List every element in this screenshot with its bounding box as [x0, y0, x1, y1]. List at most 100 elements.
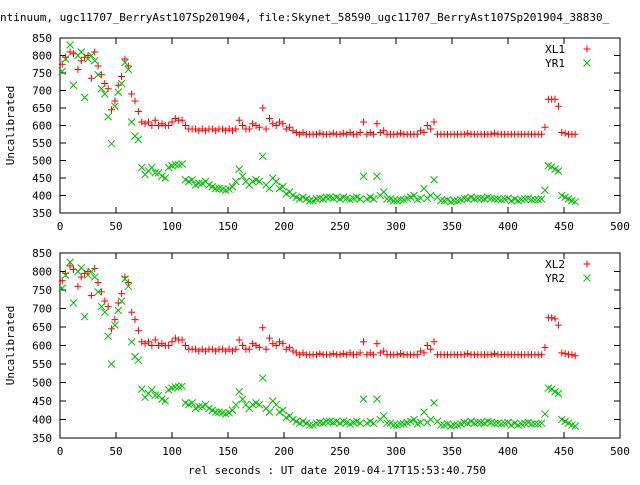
data-point	[379, 411, 388, 420]
data-point-stroke	[80, 312, 89, 321]
x-tick-label: 100	[162, 445, 182, 458]
data-point	[393, 351, 401, 359]
data-point-stroke	[561, 193, 569, 202]
data-point	[235, 165, 244, 174]
data-point	[561, 350, 569, 358]
data-point	[212, 127, 220, 135]
data-point	[117, 297, 126, 305]
data-point-stroke	[551, 387, 559, 396]
data-point	[363, 130, 371, 138]
data-point	[548, 314, 556, 322]
data-point	[107, 360, 116, 368]
data-point-stroke	[218, 185, 227, 194]
data-point-stroke	[289, 191, 297, 200]
data-point	[417, 347, 425, 355]
data-point-stroke	[161, 397, 170, 405]
data-point-stroke	[416, 418, 425, 427]
data-point	[124, 279, 132, 287]
data-point	[77, 48, 86, 56]
x-tick-label: 300	[386, 220, 406, 233]
data-point	[450, 196, 459, 205]
data-point-stroke	[322, 193, 331, 202]
data-point	[228, 347, 236, 355]
x-tick-label: 0	[57, 220, 64, 233]
data-point	[370, 351, 378, 359]
data-point-stroke	[436, 421, 445, 429]
data-point	[195, 347, 203, 355]
data-point-stroke	[265, 184, 274, 193]
data-point-stroke	[178, 382, 186, 391]
data-point	[396, 129, 404, 137]
x-tick-label: 50	[109, 220, 122, 233]
data-point	[551, 95, 559, 103]
data-point	[239, 122, 247, 129]
data-point	[111, 316, 119, 324]
data-point	[312, 130, 320, 138]
data-point	[61, 271, 70, 280]
data-point	[336, 130, 344, 138]
series-XL2	[58, 262, 579, 360]
data-point-stroke	[426, 191, 435, 200]
data-point-stroke	[215, 408, 223, 416]
y-axis-label: Uncalibrated	[4, 306, 17, 385]
data-point-stroke	[420, 184, 428, 193]
data-point	[107, 139, 116, 148]
data-point	[561, 129, 569, 137]
series-YR1	[58, 41, 580, 206]
data-point-stroke	[151, 391, 160, 400]
data-point-stroke	[171, 160, 180, 169]
data-point-stroke	[58, 284, 67, 293]
data-point	[151, 168, 160, 177]
data-point	[413, 130, 421, 138]
y-tick-label: 500	[32, 155, 52, 168]
data-point	[376, 129, 384, 136]
data-point-stroke	[571, 197, 580, 206]
data-point	[87, 267, 96, 276]
data-point	[343, 351, 351, 359]
data-point	[537, 419, 546, 428]
data-point	[141, 340, 149, 348]
data-point-stroke	[410, 191, 418, 200]
data-point	[356, 195, 365, 203]
data-point	[84, 52, 92, 59]
data-point	[299, 129, 307, 136]
data-point	[134, 108, 142, 115]
data-point	[464, 129, 472, 137]
data-point-stroke	[416, 194, 425, 203]
data-point-stroke	[97, 84, 106, 93]
data-point	[383, 419, 391, 428]
data-point	[443, 420, 452, 428]
data-point	[218, 125, 226, 133]
data-point-stroke	[352, 193, 361, 202]
data-point-stroke	[117, 79, 126, 88]
data-point	[547, 162, 556, 171]
data-point-stroke	[567, 421, 576, 429]
data-point-stroke	[494, 419, 502, 428]
data-point-stroke	[450, 196, 459, 205]
data-point-stroke	[389, 196, 398, 205]
x-tick-label: 150	[218, 445, 238, 458]
data-point	[541, 123, 549, 131]
data-point	[430, 398, 438, 407]
data-point-stroke	[541, 186, 549, 195]
x-tick-label: 400	[498, 445, 518, 458]
data-point-stroke	[541, 410, 549, 418]
data-point	[151, 336, 159, 344]
data-point	[178, 382, 186, 391]
data-point-stroke	[66, 41, 74, 49]
data-point	[225, 185, 233, 194]
data-point	[336, 351, 344, 359]
data-point	[279, 406, 287, 415]
data-point	[473, 418, 482, 427]
data-point-stroke	[100, 90, 109, 98]
data-point	[389, 196, 398, 205]
data-point-stroke	[238, 395, 247, 404]
data-point-stroke	[373, 172, 381, 181]
data-point-stroke	[554, 167, 563, 175]
data-point-stroke	[124, 282, 133, 291]
data-point-stroke	[494, 195, 502, 203]
data-point	[460, 351, 468, 359]
data-point-stroke	[158, 172, 166, 181]
data-point	[147, 163, 156, 172]
data-point	[58, 67, 67, 76]
